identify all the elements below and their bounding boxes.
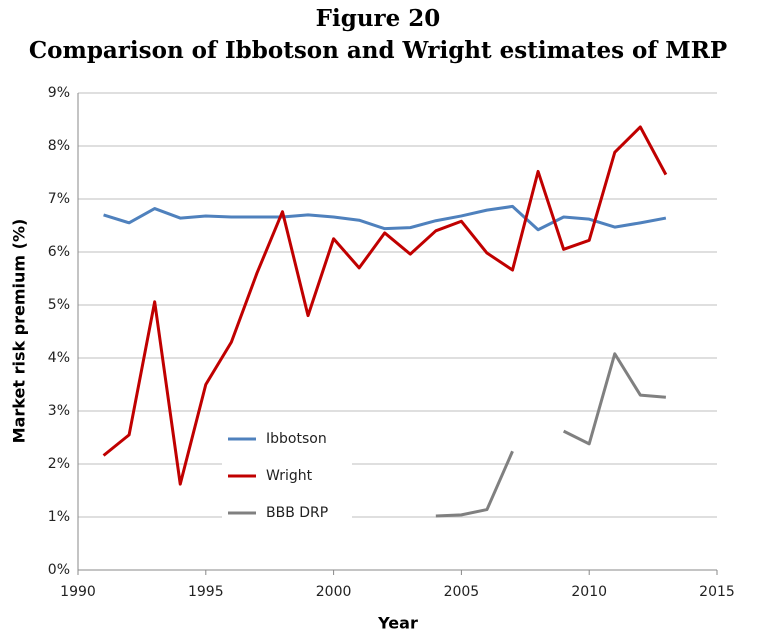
line-series	[102, 125, 668, 486]
x-axis-title: Year	[377, 614, 418, 633]
y-tick-label: 1%	[48, 509, 70, 525]
y-tick-label: 4%	[48, 350, 70, 366]
legend-label: Wright	[266, 468, 313, 484]
y-tick-label: 0%	[48, 562, 70, 578]
line-series	[103, 204, 667, 232]
y-tick-label: 8%	[48, 138, 70, 154]
line-series	[562, 352, 667, 446]
x-tick-label: 2015	[699, 584, 735, 600]
x-tick-label: 2010	[571, 584, 607, 600]
x-tick-label: 2005	[444, 584, 480, 600]
y-tick-label: 2%	[48, 456, 70, 472]
y-tick-label: 7%	[48, 191, 70, 207]
chart-title: Figure 20	[316, 5, 441, 32]
line-series	[435, 450, 514, 518]
x-tick-label: 2000	[316, 584, 352, 600]
y-tick-label: 6%	[48, 244, 70, 260]
legend-label: Ibbotson	[266, 431, 327, 447]
y-tick-label: 3%	[48, 403, 70, 419]
legend-label: BBB DRP	[266, 505, 328, 521]
y-tick-label: 9%	[48, 85, 70, 101]
x-tick-label: 1990	[60, 584, 96, 600]
y-tick-label: 5%	[48, 297, 70, 313]
chart-subtitle: Comparison of Ibbotson and Wright estima…	[29, 37, 727, 64]
x-tick-label: 1995	[188, 584, 224, 600]
y-axis-title: Market risk premium (%)	[10, 219, 29, 444]
